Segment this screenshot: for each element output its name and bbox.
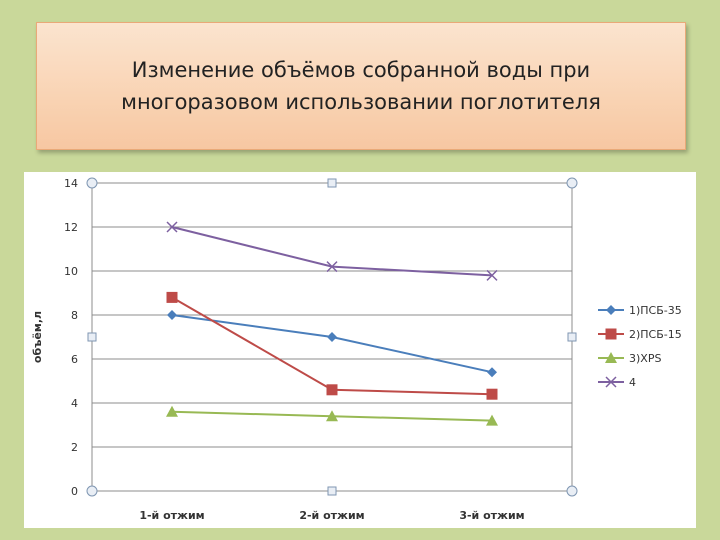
legend-item: 1)ПСБ-35: [598, 304, 682, 317]
diamond-marker: [606, 305, 616, 315]
x-marker-stroke: [326, 261, 338, 273]
y-tick-label: 12: [64, 221, 78, 234]
series-group: [166, 221, 498, 426]
slide-title-line-2: многоразовом использовании поглотителя: [121, 90, 601, 114]
resize-handle-side: [567, 332, 577, 342]
diamond-marker: [487, 367, 497, 378]
x-axis-ticks: 1-й отжим 2-й отжим 3-й отжим: [139, 509, 524, 522]
resize-handle-corner: [566, 485, 578, 497]
y-tick-label: 14: [64, 177, 78, 190]
x-marker: [605, 376, 617, 388]
triangle-marker: [605, 352, 617, 363]
legend-item: 4: [598, 376, 636, 389]
resize-handle-corner: [566, 177, 578, 189]
y-tick-label: 10: [64, 265, 78, 278]
y-tick-label: 8: [71, 309, 78, 322]
chart-area: 0 2 4 6 8 10 12 14 1-й отжим 2-й отжим 3-й отжим …: [24, 172, 696, 528]
legend: 1)ПСБ-35 2)ПСБ-15 3)XPS 4: [598, 304, 682, 389]
series-1: [167, 310, 497, 378]
series-4: [166, 221, 498, 281]
series-line: [171, 296, 493, 396]
y-axis-label: объём,л: [31, 311, 44, 363]
square-marker: [166, 291, 178, 303]
x-marker: [326, 261, 338, 273]
slide-title-line-1: Изменение объёмов собранной воды при: [131, 58, 591, 82]
y-tick-label: 0: [71, 485, 78, 498]
resize-handle-side: [327, 178, 337, 188]
triangle-marker: [486, 414, 498, 426]
resize-handle-corner: [86, 177, 98, 189]
slide-title: Изменение объёмов собранной воды при мно…: [81, 54, 641, 118]
triangle-marker: [326, 410, 338, 422]
diamond-marker: [167, 310, 177, 320]
series-line: [171, 314, 493, 374]
x-marker: [486, 269, 498, 281]
series-2: [166, 291, 498, 400]
y-tick-label: 6: [71, 353, 78, 366]
legend-label: 2)ПСБ-15: [629, 328, 682, 341]
square-marker: [605, 328, 617, 340]
y-axis-ticks: 0 2 4 6 8 10 12 14: [64, 177, 78, 498]
x-marker-stroke: [166, 221, 178, 233]
resize-handle-corner: [86, 485, 98, 497]
y-tick-label: 2: [71, 441, 78, 454]
x-marker-stroke: [605, 376, 617, 388]
x-marker-stroke: [486, 269, 498, 281]
slide-title-box: Изменение объёмов собранной воды при мно…: [36, 22, 686, 150]
legend-item: 3)XPS: [598, 352, 661, 365]
series-3: [166, 405, 498, 426]
x-tick-label: 2-й отжим: [299, 509, 364, 522]
triangle-marker: [166, 405, 178, 417]
legend-item: 2)ПСБ-15: [598, 328, 682, 341]
y-tick-label: 4: [71, 397, 78, 410]
resize-handle-side: [327, 486, 337, 496]
legend-label: 4: [629, 376, 636, 389]
plot-frame: [86, 177, 578, 497]
square-marker: [486, 388, 498, 400]
x-tick-label: 1-й отжим: [139, 509, 204, 522]
series-line: [171, 226, 493, 277]
x-tick-label: 3-й отжим: [459, 509, 524, 522]
diamond-marker: [327, 332, 337, 342]
square-marker: [326, 384, 338, 396]
legend-label: 1)ПСБ-35: [629, 304, 682, 317]
resize-handle-side: [87, 332, 97, 342]
x-marker: [166, 221, 178, 233]
legend-label: 3)XPS: [629, 352, 661, 365]
